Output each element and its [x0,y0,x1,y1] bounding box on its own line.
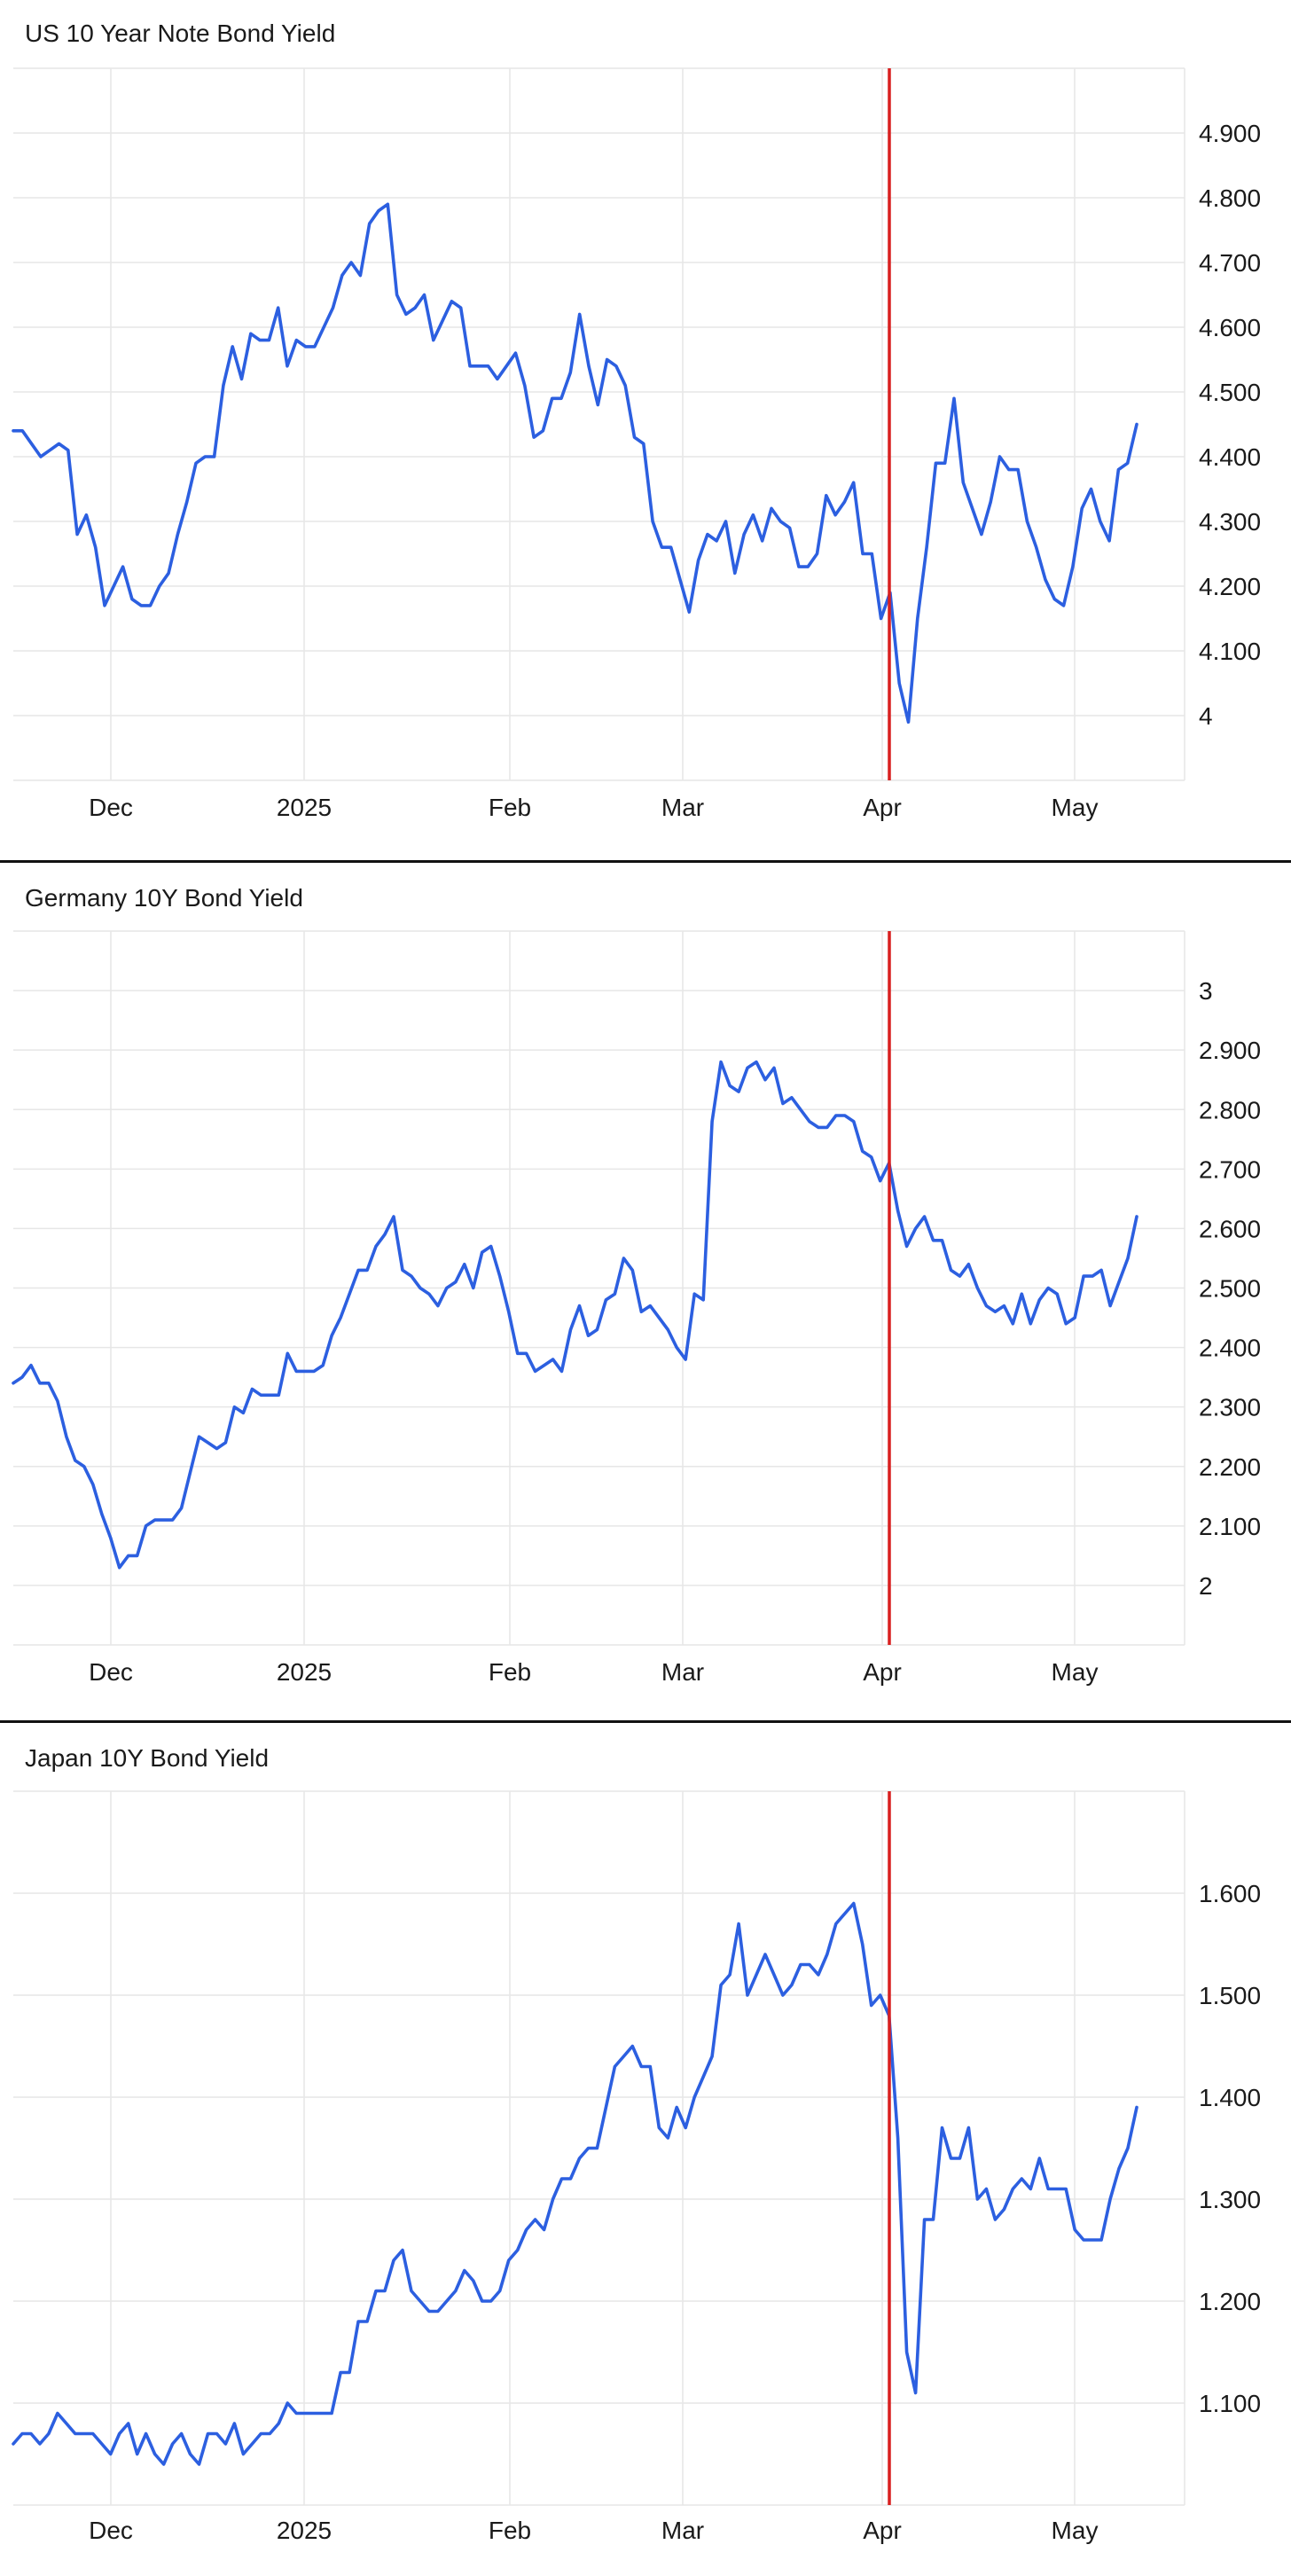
y-tick-label: 3 [1199,977,1213,1005]
y-tick-label: 2.300 [1199,1394,1261,1421]
x-tick-label: Mar [661,1658,704,1686]
y-tick-label: 4.300 [1199,508,1261,536]
y-tick-label: 4.500 [1199,379,1261,406]
y-tick-label: 2.500 [1199,1275,1261,1303]
series-line [12,202,1138,724]
x-tick-label: May [1052,1658,1099,1686]
x-tick-label: Feb [489,1658,531,1686]
y-tick-label: 2.100 [1199,1513,1261,1540]
chart-panel-germany10y: Germany 10Y Bond Yield 2 2.100 2.200 2.300 2… [0,865,1291,1720]
chart-svg: 1.100 1.200 1.300 1.400 1.500 1.600 Dec 2025 Feb… [12,1790,1261,2544]
x-tick-label: Dec [89,2517,133,2544]
x-tick-label: 2025 [277,794,332,821]
panel-divider [0,1720,1291,1723]
y-tick-label: 4 [1199,702,1213,730]
x-tick-label: Feb [489,2517,531,2544]
y-tick-label: 2.400 [1199,1335,1261,1362]
chart-panel-japan10y: Japan 10Y Bond Yield 1.100 1.200 1.300 1.40… [0,1725,1291,2576]
x-tick-label: 2025 [277,1658,332,1686]
x-tick-label: Mar [661,794,704,821]
y-tick-label: 4.400 [1199,443,1261,471]
x-tick-label: Mar [661,2517,704,2544]
y-tick-label: 2.200 [1199,1453,1261,1481]
chart-svg: 2 2.100 2.200 2.300 2.400 2.500 2.600 2.700 2.80… [12,930,1261,1686]
y-tick-label: 2.800 [1199,1096,1261,1124]
y-tick-label: 4.100 [1199,638,1261,665]
chart-panel-us10y: US 10 Year Note Bond Yield 4 4.100 4.200 4.… [0,0,1291,862]
x-tick-label: Apr [863,2517,902,2544]
x-tick-label: Apr [863,1658,902,1686]
y-tick-label: 1.500 [1199,1982,1261,2009]
x-tick-label: Dec [89,1658,133,1686]
y-tick-label: 2 [1199,1572,1213,1600]
series-line [12,1060,1138,1570]
y-tick-label: 4.900 [1199,120,1261,147]
panel-divider [0,860,1291,863]
x-tick-label: May [1052,794,1099,821]
y-tick-label: 1.100 [1199,2390,1261,2417]
y-tick-label: 4.600 [1199,314,1261,341]
chart-title: US 10 Year Note Bond Yield [25,20,336,47]
x-tick-label: Dec [89,794,133,821]
y-tick-label: 2.700 [1199,1155,1261,1183]
x-tick-label: Apr [863,794,902,821]
y-tick-label: 1.600 [1199,1880,1261,1907]
chart-svg: 4 4.100 4.200 4.300 4.400 4.500 4.600 4.700 4.80… [12,67,1261,821]
y-tick-label: 1.400 [1199,2084,1261,2111]
chart-title: Japan 10Y Bond Yield [25,1744,270,1772]
y-tick-label: 4.700 [1199,249,1261,277]
y-tick-label: 1.300 [1199,2186,1261,2213]
series-line [12,1901,1138,2466]
chart-title: Germany 10Y Bond Yield [25,884,303,912]
y-tick-label: 2.600 [1199,1215,1261,1242]
x-tick-label: Feb [489,794,531,821]
x-tick-label: 2025 [277,2517,332,2544]
y-tick-label: 4.800 [1199,184,1261,212]
x-tick-label: May [1052,2517,1099,2544]
y-tick-label: 2.900 [1199,1037,1261,1064]
y-tick-label: 4.200 [1199,573,1261,600]
y-tick-label: 1.200 [1199,2288,1261,2315]
